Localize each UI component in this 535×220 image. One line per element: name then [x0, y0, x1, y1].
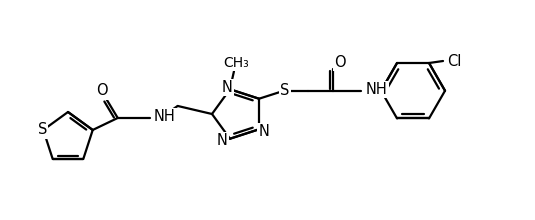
Text: Cl: Cl: [447, 53, 461, 68]
Text: NH: NH: [154, 110, 175, 125]
Text: CH₃: CH₃: [223, 56, 249, 70]
Text: S: S: [37, 123, 47, 138]
Text: N: N: [221, 80, 232, 95]
Text: NH: NH: [366, 82, 388, 97]
Text: O: O: [96, 83, 108, 99]
Text: S: S: [280, 83, 290, 98]
Text: O: O: [334, 55, 346, 70]
Text: N: N: [217, 133, 227, 148]
Text: N: N: [258, 124, 270, 139]
